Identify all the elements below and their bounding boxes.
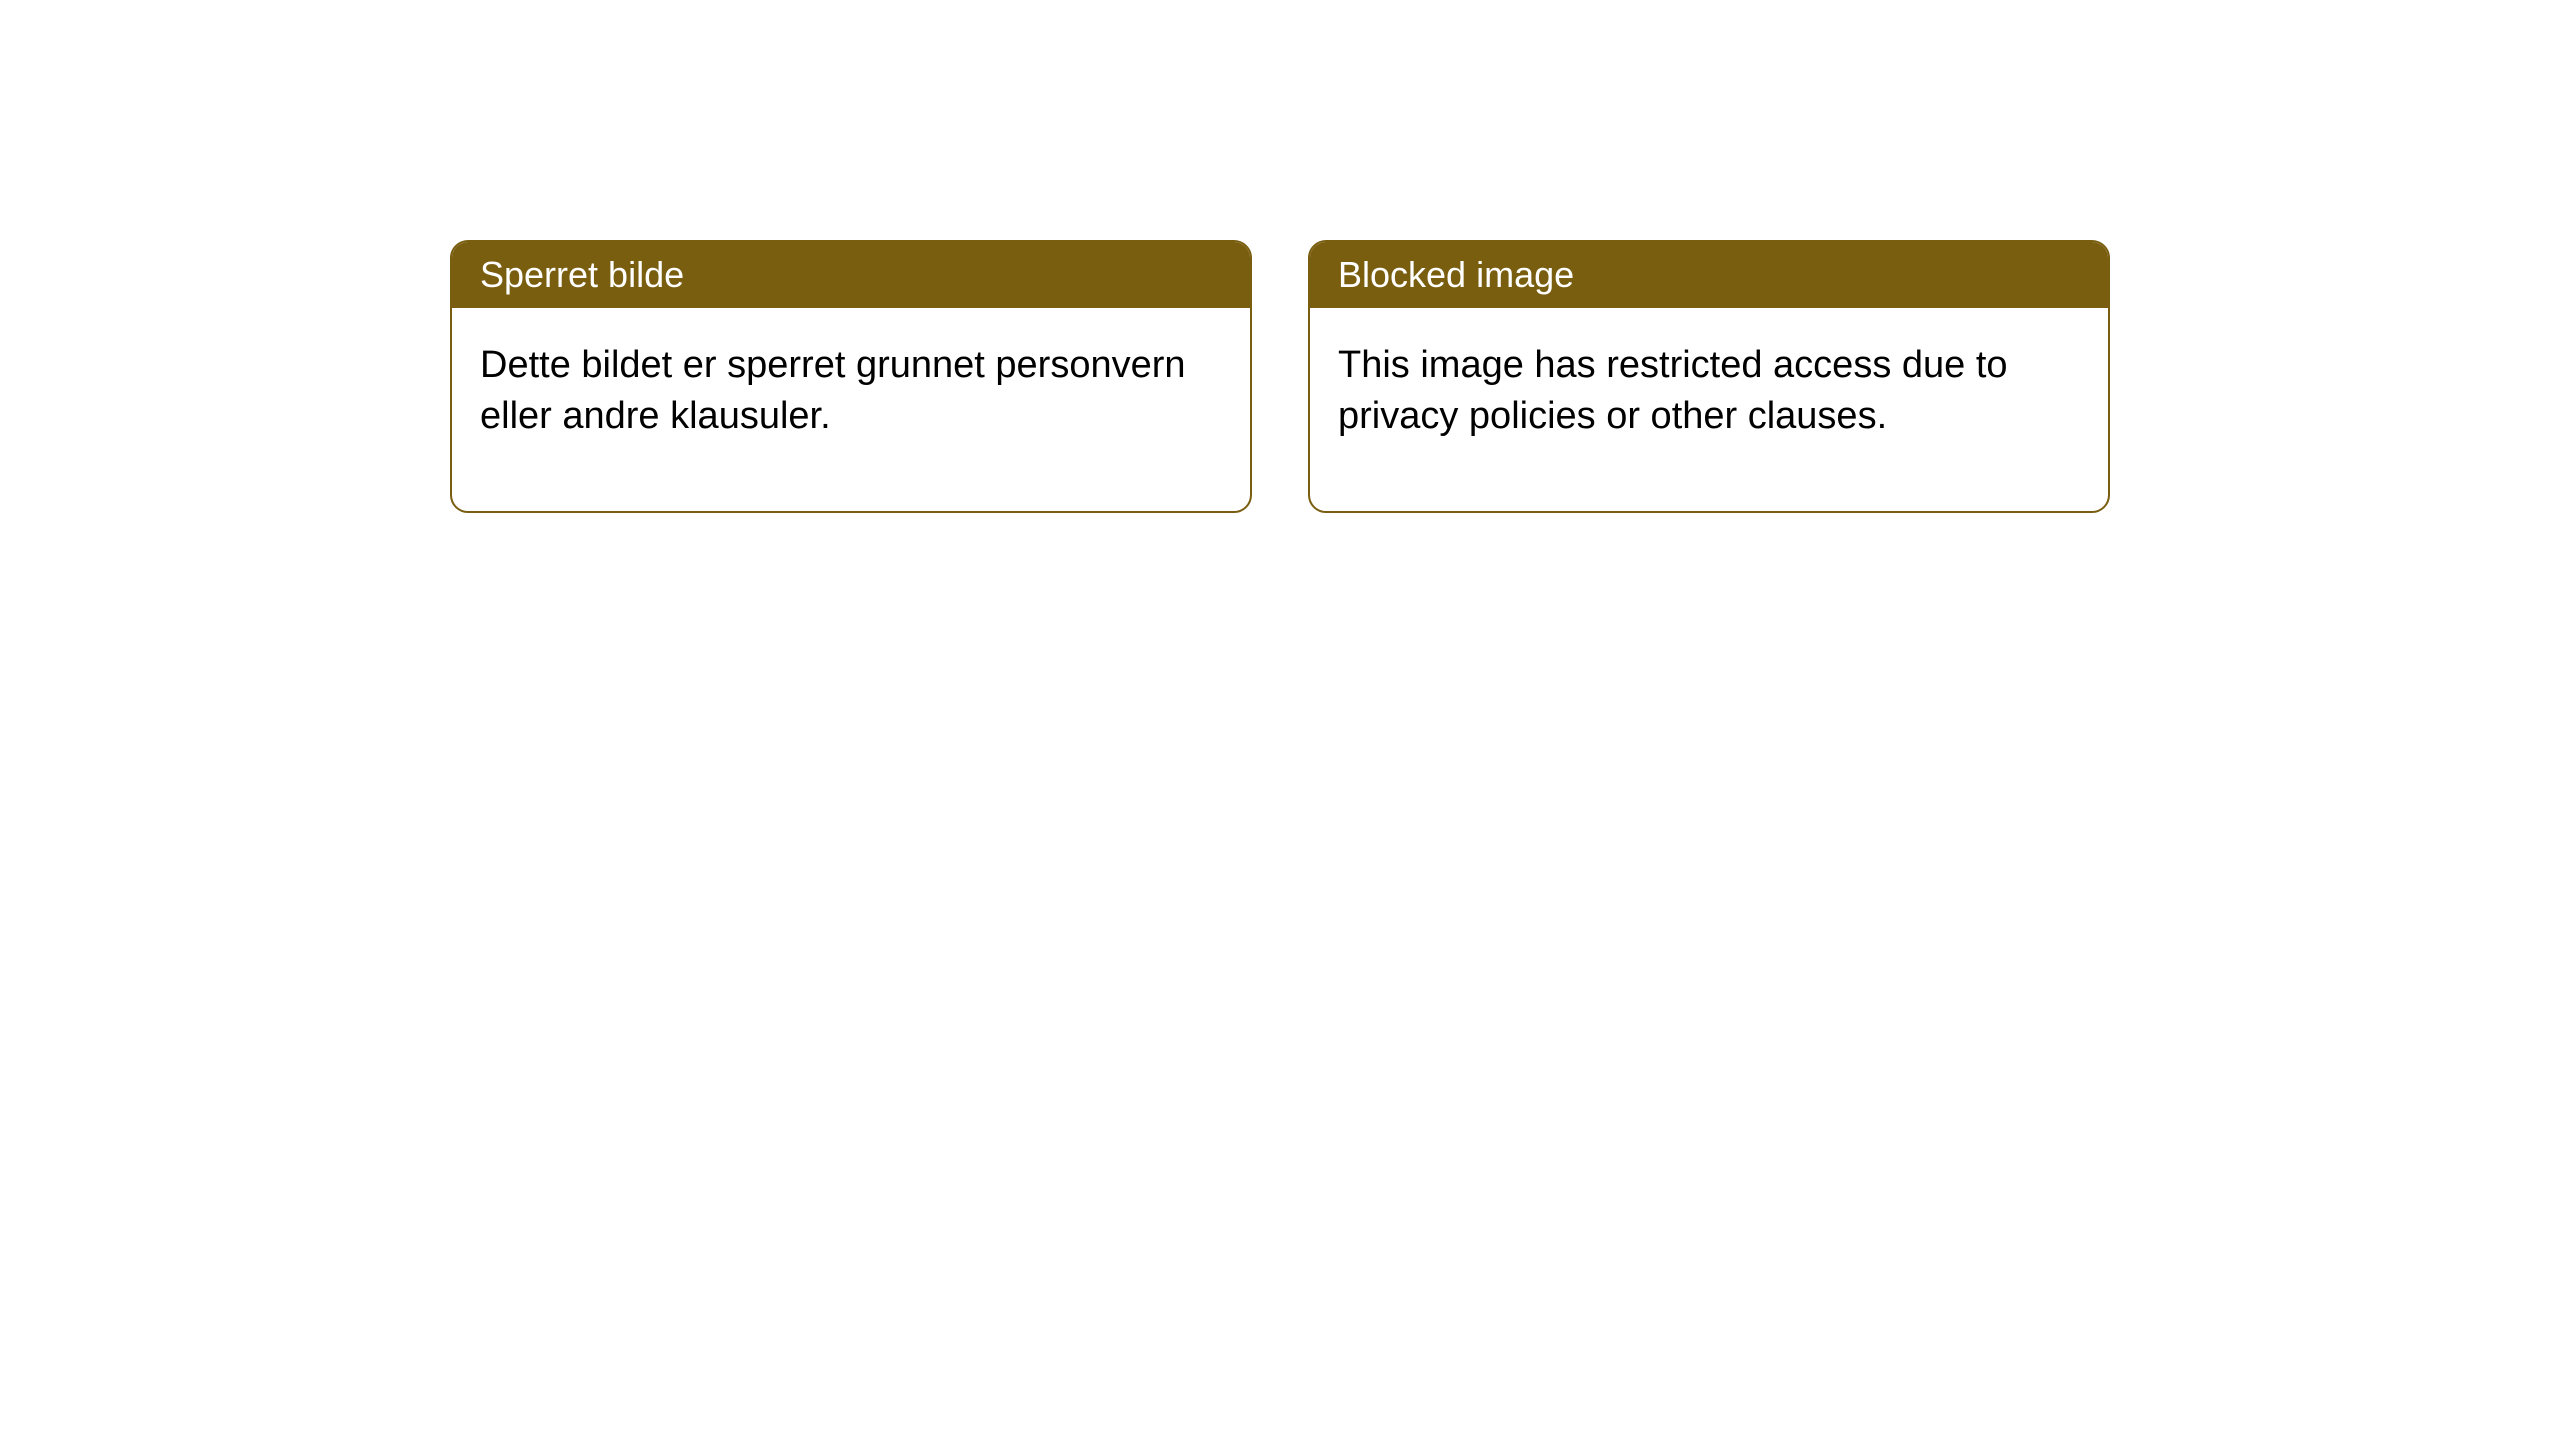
notice-body-en: This image has restricted access due to … <box>1310 308 2108 511</box>
notice-body-no: Dette bildet er sperret grunnet personve… <box>452 308 1250 511</box>
notice-card-en: Blocked image This image has restricted … <box>1308 240 2110 513</box>
notice-title-no: Sperret bilde <box>452 242 1250 308</box>
notice-title-en: Blocked image <box>1310 242 2108 308</box>
notice-card-no: Sperret bilde Dette bildet er sperret gr… <box>450 240 1252 513</box>
notice-container: Sperret bilde Dette bildet er sperret gr… <box>0 0 2560 513</box>
